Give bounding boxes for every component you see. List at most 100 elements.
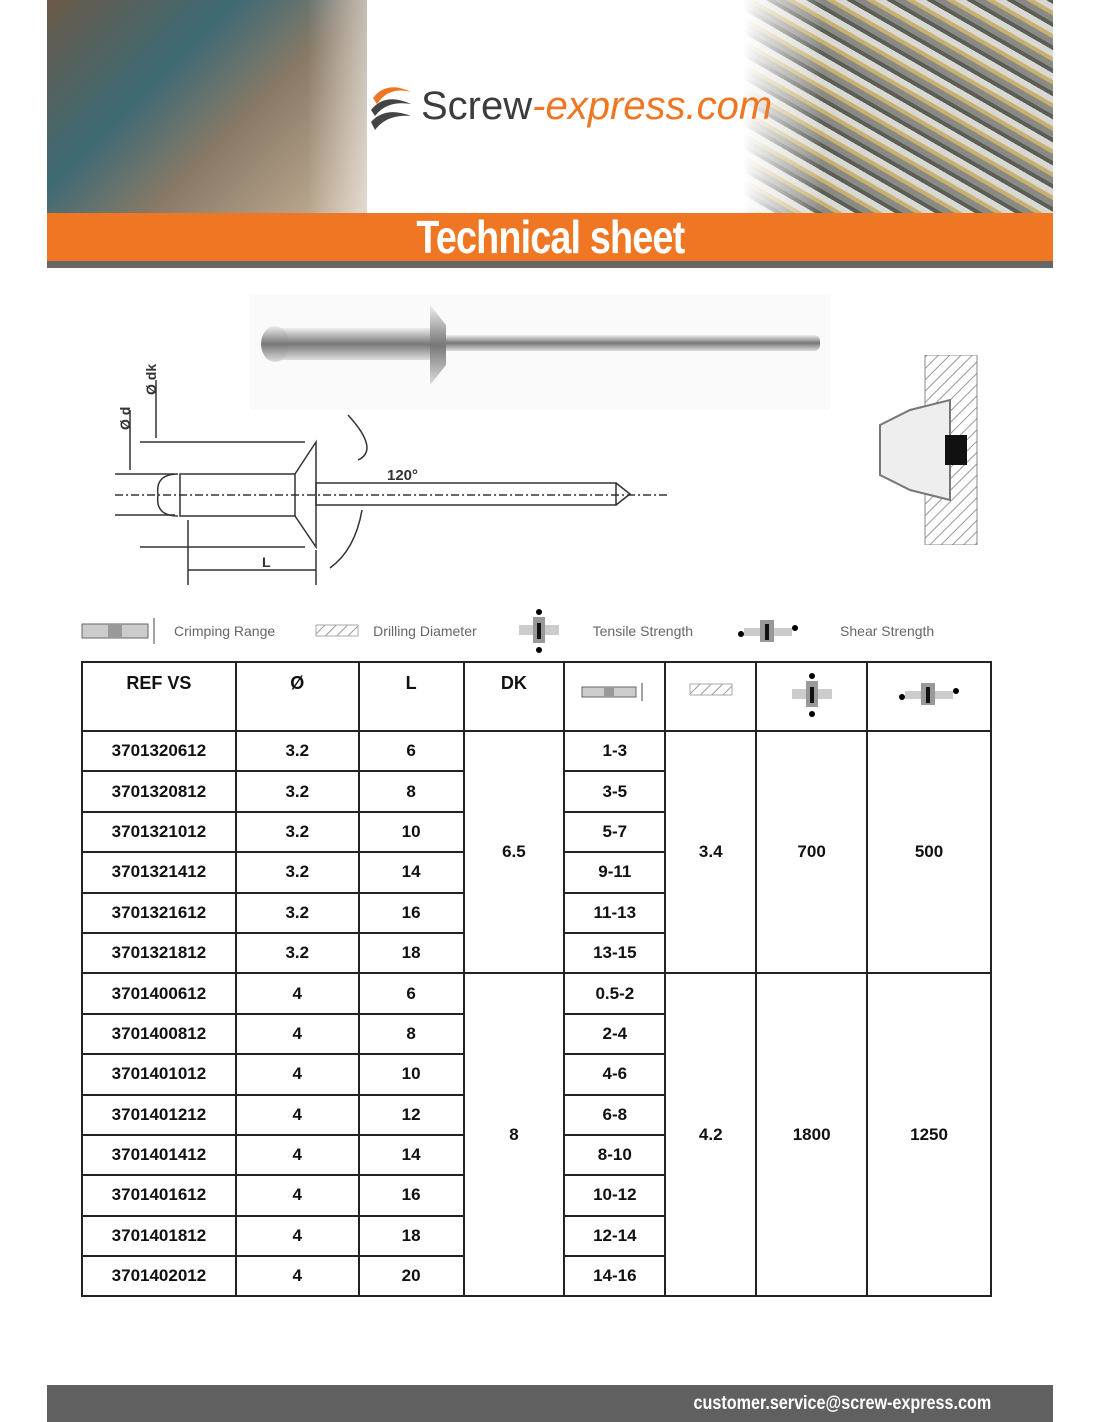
cell-shear-strength: 1250 — [866, 972, 992, 1298]
crimping-range-icon — [581, 683, 643, 701]
table-header-row: REF VS Ø L DK — [81, 661, 992, 732]
cell-ref: 3701321012 — [81, 810, 237, 854]
cell-ref: 3701400612 — [81, 972, 237, 1015]
cell-ref: 3701401012 — [81, 1053, 237, 1096]
cell-shear-strength: 500 — [866, 729, 992, 975]
cell-dk: 8 — [462, 972, 566, 1298]
legend-item-tensile-strength: Tensile Strength — [517, 608, 693, 653]
cell-length: 6 — [357, 729, 465, 773]
cell-length: 10 — [357, 810, 465, 854]
table-row: 3701401612 4 16 10-12 — [81, 1174, 991, 1217]
logo: Screw-express.com — [367, 78, 772, 134]
cell-ref: 3701320612 — [81, 729, 237, 773]
cell-ref: 3701401412 — [81, 1133, 237, 1177]
table-row: 3701321812 3.2 18 13-15 — [81, 931, 991, 975]
cell-ref: 3701321412 — [81, 851, 237, 894]
cell-crimping-range: 11-13 — [563, 891, 667, 934]
cell-ref: 3701401612 — [81, 1174, 237, 1217]
cell-crimping-range: 8-10 — [563, 1133, 667, 1177]
drilling-diameter-icon — [689, 683, 733, 696]
table-row: 3701402012 4 20 14-16 — [81, 1255, 991, 1298]
cell-length: 18 — [357, 1214, 465, 1258]
table-row: 3701321012 3.2 10 5-7 — [81, 810, 991, 854]
col-crimping-range — [563, 661, 667, 732]
cell-crimping-range: 1-3 — [563, 729, 667, 773]
footer: customer.service@screw-express.com — [47, 1385, 1053, 1422]
cell-length: 16 — [357, 891, 465, 934]
table-row: 3701320812 3.2 8 3-5 — [81, 770, 991, 813]
cell-drilling-diameter: 4.2 — [664, 972, 758, 1298]
rivet-dimension-diagram: Ø d Ø dk 120° L — [115, 364, 670, 585]
cell-diameter: 4 — [234, 1214, 360, 1258]
cell-length: 8 — [357, 770, 465, 813]
footer-email[interactable]: customer.service@screw-express.com — [693, 1392, 991, 1414]
cell-diameter: 4 — [234, 1174, 360, 1217]
svg-text:120°: 120° — [387, 467, 418, 484]
cell-diameter: 4 — [234, 1255, 360, 1298]
legend-item-shear-strength: Shear Strength — [738, 616, 934, 646]
cell-crimping-range: 5-7 — [563, 810, 667, 854]
tools-photo — [47, 0, 427, 213]
cell-diameter: 4 — [234, 1093, 360, 1136]
cell-crimping-range: 3-5 — [563, 770, 667, 813]
cell-diameter: 3.2 — [234, 891, 360, 934]
cell-crimping-range: 0.5-2 — [563, 972, 667, 1015]
cell-diameter: 4 — [234, 972, 360, 1015]
cell-diameter: 3.2 — [234, 851, 360, 894]
col-shear-strength — [866, 661, 992, 732]
cell-length: 14 — [357, 1133, 465, 1177]
cell-crimping-range: 10-12 — [563, 1174, 667, 1217]
legend-item-crimping-range: Crimping Range — [80, 616, 275, 646]
tensile-strength-icon — [791, 673, 832, 717]
cell-diameter: 3.2 — [234, 729, 360, 773]
cell-tensile-strength: 1800 — [755, 972, 869, 1298]
table-row: 3701321612 3.2 16 11-13 — [81, 891, 991, 934]
col-tensile-strength — [755, 661, 869, 732]
table-row: 3701401812 4 18 12-14 — [81, 1214, 991, 1258]
cell-length: 6 — [357, 972, 465, 1015]
legend: Crimping Range Drilling Diameter Tensile… — [80, 608, 1000, 653]
cell-length: 16 — [357, 1174, 465, 1217]
specs-table: REF VS Ø L DK 3701320612 3.2 6 6.5 1-3 3.4 700… — [81, 661, 992, 1298]
svg-text:L: L — [262, 554, 271, 570]
cell-length: 12 — [357, 1093, 465, 1136]
crimping-range-icon — [81, 617, 155, 644]
cell-length: 10 — [357, 1053, 465, 1096]
cell-dk: 6.5 — [462, 729, 566, 975]
cell-crimping-range: 9-11 — [563, 851, 667, 894]
cell-ref: 3701401812 — [81, 1214, 237, 1258]
cell-drilling-diameter: 3.4 — [664, 729, 758, 975]
cell-diameter: 4 — [234, 1053, 360, 1096]
cell-crimping-range: 12-14 — [563, 1214, 667, 1258]
shear-strength-icon — [899, 683, 960, 705]
col-diameter: Ø — [234, 661, 360, 732]
cell-diameter: 4 — [234, 1133, 360, 1177]
col-drilling-diameter — [664, 661, 758, 732]
cell-crimping-range: 13-15 — [563, 931, 667, 975]
cell-crimping-range: 2-4 — [563, 1012, 667, 1056]
cell-ref: 3701321612 — [81, 891, 237, 934]
col-ref: REF VS — [81, 661, 237, 732]
cell-diameter: 3.2 — [234, 810, 360, 854]
cell-crimping-range: 14-16 — [563, 1255, 667, 1298]
cell-length: 8 — [357, 1012, 465, 1056]
cell-ref: 3701321812 — [81, 931, 237, 975]
shear-strength-icon — [738, 619, 799, 642]
header-banner: Screw-express.com — [47, 0, 1053, 213]
rivet-section-diagram — [879, 355, 978, 545]
cell-tensile-strength: 700 — [755, 729, 869, 975]
table-row: 3701321412 3.2 14 9-11 — [81, 851, 991, 894]
cell-diameter: 3.2 — [234, 931, 360, 975]
col-dk: DK — [462, 661, 566, 732]
cell-ref: 3701320812 — [81, 770, 237, 813]
cell-ref: 3701402012 — [81, 1255, 237, 1298]
legend-item-drilling-diameter: Drilling Diameter — [315, 623, 477, 639]
cell-crimping-range: 6-8 — [563, 1093, 667, 1136]
table-row: 3701401012 4 10 4-6 — [81, 1053, 991, 1096]
screws-photo — [743, 0, 1053, 213]
svg-text:Ø dk: Ø dk — [143, 364, 159, 395]
cell-crimping-range: 4-6 — [563, 1053, 667, 1096]
svg-text:Ø d: Ø d — [117, 407, 133, 430]
title-bar: Technical sheet — [47, 211, 1053, 268]
cell-ref: 3701400812 — [81, 1012, 237, 1056]
